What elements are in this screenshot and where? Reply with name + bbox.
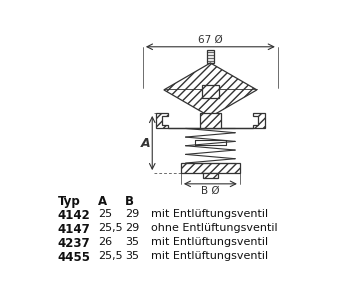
Polygon shape — [181, 163, 240, 173]
Text: 29: 29 — [125, 223, 139, 233]
Polygon shape — [202, 85, 219, 98]
Text: 4237: 4237 — [58, 237, 90, 250]
Text: B: B — [125, 195, 134, 208]
Polygon shape — [156, 113, 265, 128]
Text: 4455: 4455 — [58, 251, 91, 264]
Polygon shape — [164, 63, 257, 117]
Text: 35: 35 — [125, 237, 139, 247]
Text: mit Entlüftungsventil: mit Entlüftungsventil — [151, 209, 268, 219]
Text: 25: 25 — [98, 209, 112, 219]
Text: B Ø: B Ø — [201, 186, 220, 196]
Polygon shape — [203, 173, 218, 178]
Text: mit Entlüftungsventil: mit Entlüftungsventil — [151, 251, 268, 261]
Text: 25,5: 25,5 — [98, 251, 122, 261]
Text: A: A — [98, 195, 107, 208]
Text: mit Entlüftungsventil: mit Entlüftungsventil — [151, 237, 268, 247]
Text: ohne Entlüftungsventil: ohne Entlüftungsventil — [151, 223, 277, 233]
Text: 25,5: 25,5 — [98, 223, 122, 233]
Text: 67 Ø: 67 Ø — [198, 34, 223, 44]
Text: 26: 26 — [98, 237, 112, 247]
Text: 29: 29 — [125, 209, 139, 219]
Text: 35: 35 — [125, 251, 139, 261]
Polygon shape — [199, 113, 221, 128]
Text: Typ: Typ — [58, 195, 80, 208]
Text: A: A — [140, 136, 150, 149]
Polygon shape — [206, 50, 214, 63]
Text: 4147: 4147 — [58, 223, 90, 236]
Text: 4142: 4142 — [58, 209, 90, 222]
